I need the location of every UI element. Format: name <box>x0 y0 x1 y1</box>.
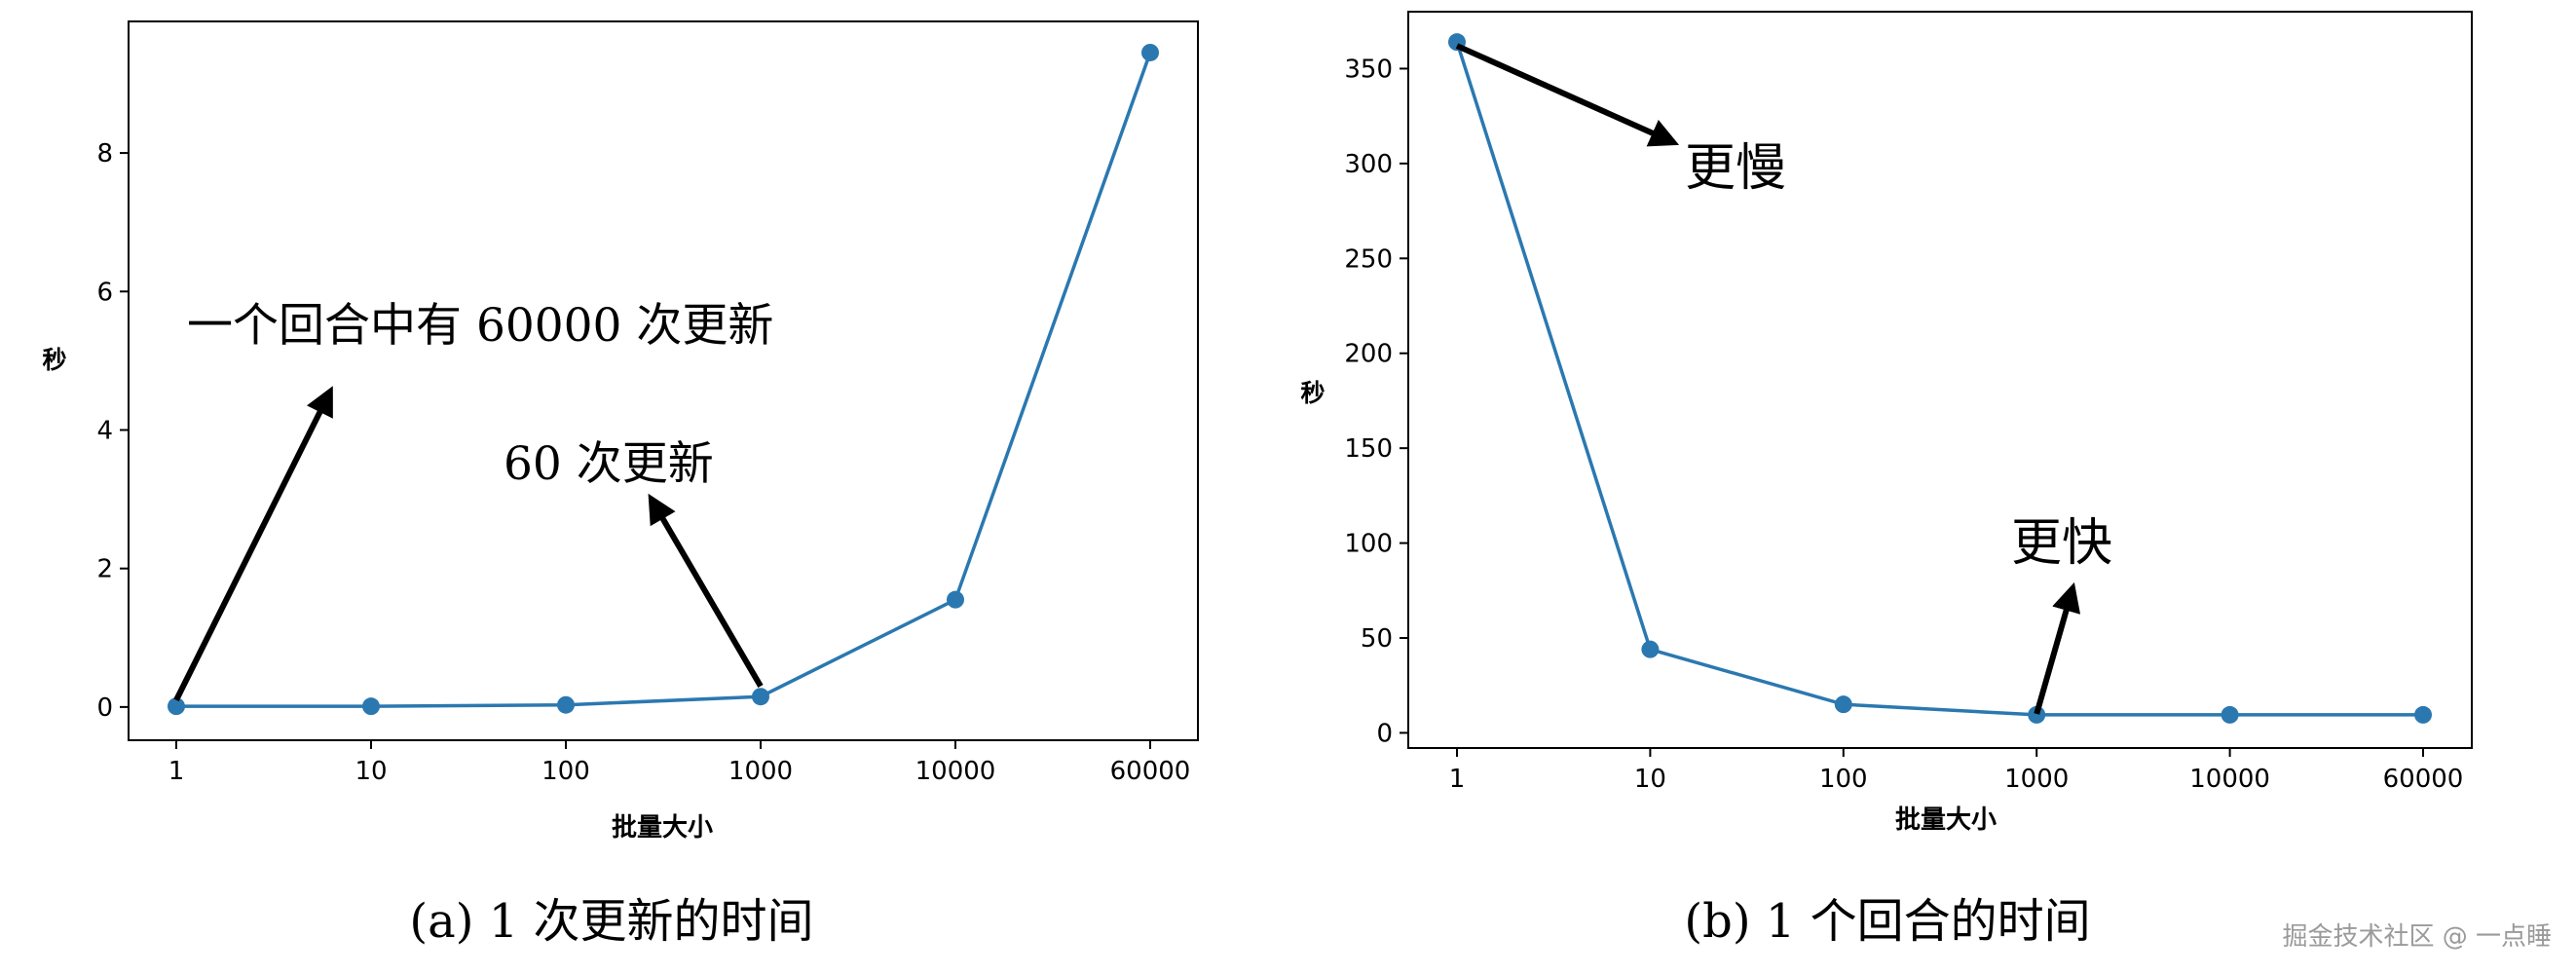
series-line <box>1455 41 2423 717</box>
chart-a-caption: (a) 1 次更新的时间 <box>409 894 813 949</box>
y-tick-label: 2 <box>96 555 113 584</box>
y-tick-label: 300 <box>1344 150 1393 179</box>
series-line <box>176 52 1152 708</box>
chart-a-annotations: 一个回合中有 60000 次更新 60 次更新 <box>173 299 773 702</box>
data-point <box>1834 695 1852 714</box>
x-tick-label: 10000 <box>2189 765 2270 794</box>
y-tick-label: 4 <box>96 416 113 445</box>
watermark: 掘金技术社区 @ 一点睡 <box>2282 922 2552 952</box>
data-point <box>168 697 185 716</box>
x-tick-label: 1 <box>1449 765 1466 794</box>
chart-a-y-axis-label: 秒 <box>42 346 66 374</box>
annotation-label: 60 次更新 <box>504 437 714 491</box>
chart-b-y-ticks: 0 50 100 150 200 250 300 350 <box>1344 55 1408 748</box>
annotation-arrow <box>648 493 764 689</box>
x-tick-label: 1 <box>168 757 185 786</box>
x-tick-label: 60000 <box>2383 765 2464 794</box>
x-tick-label: 1000 <box>2004 765 2069 794</box>
annotation-arrow <box>2034 581 2081 715</box>
data-point <box>1641 640 1660 658</box>
chart-b-caption: (b) 1 个回合的时间 <box>1684 894 2090 949</box>
y-tick-label: 50 <box>1361 624 1393 654</box>
data-point <box>557 695 575 714</box>
y-tick-label: 100 <box>1344 530 1393 559</box>
x-tick-label: 10 <box>1634 765 1666 794</box>
y-tick-label: 150 <box>1344 434 1393 464</box>
y-tick-label: 6 <box>96 278 113 307</box>
data-point <box>362 697 380 716</box>
chart-a-plot-frame <box>128 20 1199 741</box>
data-point <box>2414 705 2432 724</box>
annotation-arrow <box>173 386 333 702</box>
y-tick-label: 0 <box>96 693 113 723</box>
data-point <box>752 688 769 706</box>
y-tick-label: 0 <box>1376 719 1393 748</box>
chart-b-series <box>1448 33 2432 724</box>
data-point <box>2221 705 2239 724</box>
chart-a-y-ticks: 0 2 4 6 8 <box>96 139 129 723</box>
chart-a: 0 2 4 6 8 1 10 100 1000 10000 60000 一个回合中有 60000 … <box>42 20 1199 949</box>
y-tick-label: 250 <box>1344 244 1393 274</box>
y-tick-label: 8 <box>96 139 113 169</box>
chart-a-x-axis-label: 批量大小 <box>612 813 713 843</box>
chart-b-x-axis-label: 批量大小 <box>1895 805 1997 835</box>
y-tick-label: 350 <box>1344 55 1393 84</box>
data-point <box>2028 705 2046 724</box>
chart-b: 0 50 100 150 200 250 300 350 1 10 100 1000 10000 600… <box>1300 11 2473 949</box>
x-tick-label: 60000 <box>1110 757 1191 786</box>
annotation-label: 更快 <box>2011 514 2112 573</box>
annotation-label: 更慢 <box>1685 139 1786 198</box>
data-point <box>947 590 964 609</box>
chart-b-y-axis-label: 秒 <box>1300 379 1325 407</box>
x-tick-label: 1000 <box>728 757 793 786</box>
chart-a-x-ticks: 1 10 100 1000 10000 60000 <box>168 740 1191 786</box>
x-tick-label: 100 <box>541 757 590 786</box>
chart-a-series <box>168 43 1159 716</box>
x-tick-label: 10 <box>355 757 387 786</box>
chart-b-plot-frame <box>1407 11 2473 749</box>
y-tick-label: 200 <box>1344 340 1393 369</box>
data-point <box>1141 43 1159 61</box>
annotation-arrow <box>1455 43 1680 147</box>
chart-b-x-ticks: 1 10 100 1000 10000 60000 <box>1449 748 2464 794</box>
x-tick-label: 10000 <box>915 757 996 786</box>
x-tick-label: 100 <box>1819 765 1868 794</box>
annotation-label: 一个回合中有 60000 次更新 <box>187 299 773 353</box>
